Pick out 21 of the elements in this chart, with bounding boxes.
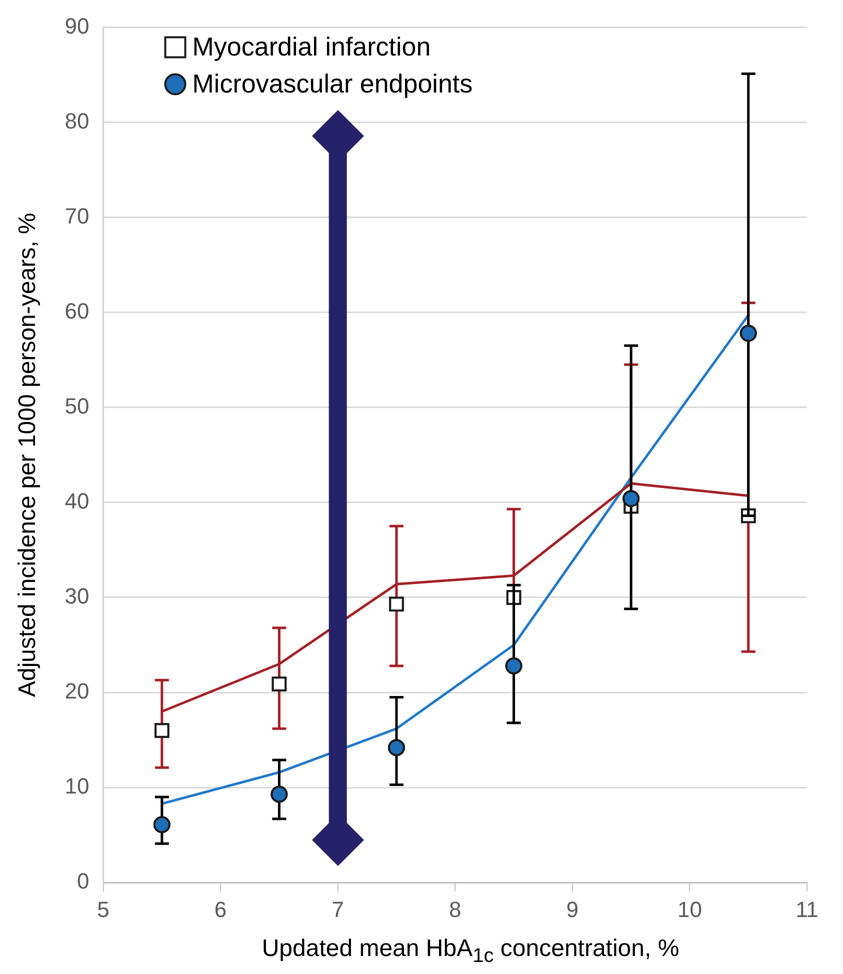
x-axis-title: Updated mean HbA$_{1c}$ concentration, % bbox=[260, 935, 680, 968]
y-tick-label: 20 bbox=[64, 678, 90, 704]
y-tick-label: 40 bbox=[64, 488, 90, 514]
x-tick-label: 11 bbox=[796, 896, 818, 922]
x-tick-label: 5 bbox=[97, 896, 110, 922]
x-tick-label: 6 bbox=[214, 896, 227, 922]
legend-label: Myocardial infarction bbox=[192, 31, 431, 62]
y-tick-label: 90 bbox=[64, 13, 90, 38]
x-tick-label: 7 bbox=[332, 896, 344, 922]
y-tick-label: 10 bbox=[64, 774, 90, 799]
y-axis-title: Adjusted incidence per 1000 person-years, % bbox=[14, 212, 42, 698]
y-tick-label: 0 bbox=[77, 868, 90, 894]
y-tick-label: 70 bbox=[64, 203, 90, 228]
legend-label: Microvascular endpoints bbox=[192, 68, 473, 98]
y-tick-label: 80 bbox=[64, 108, 90, 134]
y-tick-label: 30 bbox=[64, 584, 90, 609]
y-tick-label: 60 bbox=[64, 298, 90, 324]
y-tick-label: 50 bbox=[64, 393, 90, 418]
x-tick-label: 8 bbox=[449, 896, 462, 922]
x-tick-label: 9 bbox=[566, 896, 579, 922]
x-tick-label: 10 bbox=[677, 896, 702, 922]
